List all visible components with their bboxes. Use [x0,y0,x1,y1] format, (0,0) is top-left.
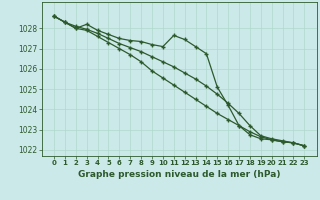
X-axis label: Graphe pression niveau de la mer (hPa): Graphe pression niveau de la mer (hPa) [78,170,280,179]
